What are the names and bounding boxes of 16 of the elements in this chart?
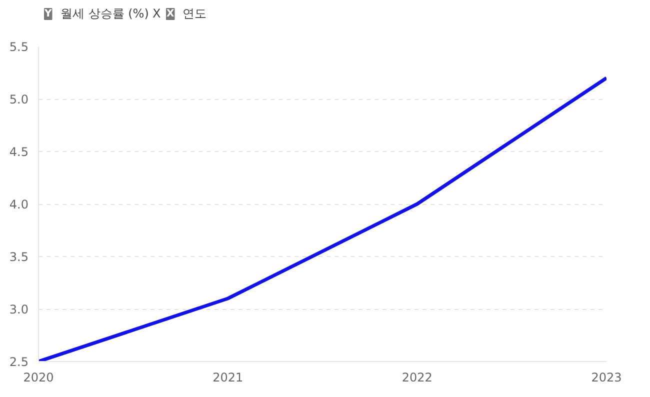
text: Y	[44, 8, 52, 20]
x-tick-label: 2022	[402, 370, 432, 384]
x-axis-title: 연도	[182, 6, 206, 20]
y-tick-label: 4.5	[9, 145, 29, 159]
text: X	[152, 6, 161, 20]
y-tick-label: 2.5	[9, 355, 29, 369]
y-tick-label: 3.5	[9, 250, 29, 264]
x-tick-label: 2020	[23, 370, 54, 384]
x-tick-label: 2023	[591, 370, 622, 384]
y-tick-label: 5.5	[9, 40, 29, 54]
y-axis-title: 월세 상승률 (%)	[60, 6, 149, 20]
text: X	[166, 8, 174, 20]
y-tick-label: 4.0	[9, 198, 29, 212]
x-tick-label: 2021	[212, 370, 244, 384]
y-tick-label: 5.0	[9, 92, 29, 106]
y-tick-label: 3.0	[9, 302, 29, 316]
